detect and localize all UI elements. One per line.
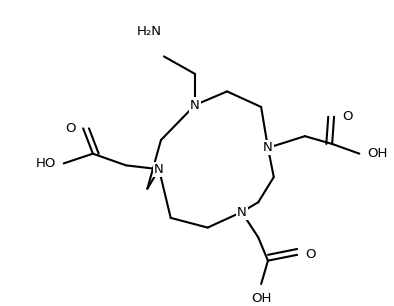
Text: HO: HO: [35, 157, 56, 170]
Text: N: N: [237, 206, 247, 218]
Text: N: N: [154, 163, 164, 176]
Text: N: N: [263, 141, 273, 154]
Text: N: N: [190, 99, 200, 112]
Text: OH: OH: [367, 147, 388, 160]
Text: O: O: [342, 110, 352, 123]
Text: H₂N: H₂N: [137, 24, 162, 38]
Text: O: O: [305, 248, 316, 261]
Text: O: O: [65, 122, 75, 135]
Text: OH: OH: [251, 292, 271, 305]
